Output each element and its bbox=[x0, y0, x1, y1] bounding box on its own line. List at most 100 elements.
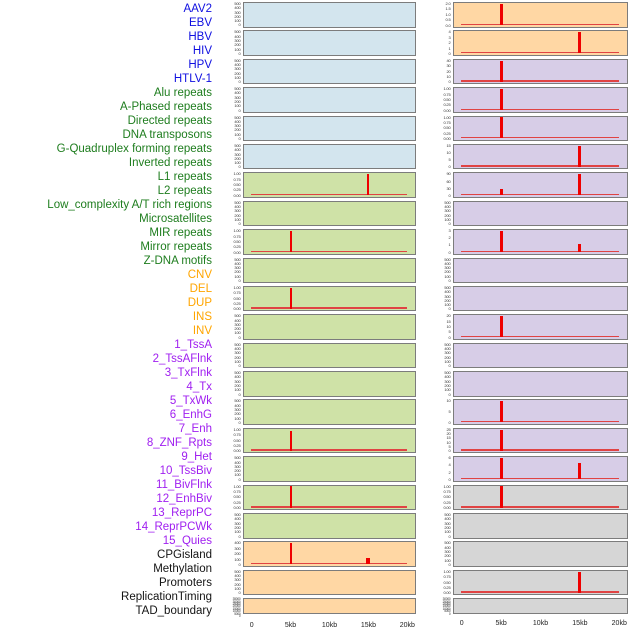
profile-panel-12-enhbiv bbox=[453, 371, 628, 397]
y-axis-ticks: 400 300 200 100 0 bbox=[212, 541, 243, 567]
y-axis-ticks: 500 400 300 200 100 0 bbox=[212, 314, 243, 340]
panel-row-ins: 2.0 1.5 1.0 0.5 0.0 bbox=[422, 2, 628, 28]
y-tick-label: 0.50 bbox=[443, 96, 451, 102]
panel-row-8-znf-rpts: 500 400 300 200 100 0 bbox=[422, 257, 628, 284]
y-tick-label: 90 bbox=[446, 171, 451, 177]
x-tick-label: 10kb bbox=[532, 619, 549, 627]
y-axis-ticks: 500 400 300 200 100 0 bbox=[212, 115, 243, 142]
y-tick-label: 0 bbox=[448, 391, 451, 397]
y-tick-label: 0 bbox=[448, 476, 451, 482]
y-axis-ticks: 500 400 300 200 100 0 bbox=[422, 200, 453, 227]
y-tick-label: 0 bbox=[448, 611, 451, 616]
y-axis-ticks: 500 400 300 200 100 0 bbox=[212, 456, 243, 482]
profile-panel-4-tx bbox=[453, 143, 628, 170]
y-tick-label: 500 bbox=[444, 341, 451, 347]
panel-row-z-dna-motifs: 500 400 300 200 100 0 bbox=[212, 513, 416, 539]
feature-label-13-reprpc: 13_ReprPC bbox=[151, 507, 212, 520]
y-tick-label: 100 bbox=[444, 216, 451, 222]
panel-row-tad-boundary: 30000 25000 20000 15000 10000 5000 0 bbox=[422, 597, 628, 616]
y-tick-label: 2 bbox=[448, 40, 451, 46]
y-tick-label: 25 bbox=[446, 426, 451, 432]
y-tick-label: 0 bbox=[448, 561, 451, 567]
profile-panel-del bbox=[243, 569, 416, 596]
y-axis-ticks: 1.00 0.75 0.50 0.25 0.00 bbox=[422, 484, 453, 511]
profile-panel-alu-repeats bbox=[243, 172, 416, 198]
panel-row-4-tx: 15 10 5 0 bbox=[422, 143, 628, 170]
profile-panel-z-dna-motifs bbox=[243, 513, 416, 539]
y-tick-label: 0.75 bbox=[443, 574, 451, 580]
signal-spike bbox=[289, 543, 293, 565]
panel-row-mir-repeats: 500 400 300 200 100 0 bbox=[212, 456, 416, 482]
y-axis-ticks: 500 400 300 200 100 0 bbox=[212, 399, 243, 425]
y-tick-label: 4 bbox=[448, 29, 451, 35]
feature-label-methylation: Methylation bbox=[153, 563, 212, 576]
signal-spike bbox=[500, 316, 503, 338]
panel-row-9-het: 500 400 300 200 100 0 bbox=[422, 285, 628, 312]
feature-label-8-znf-rpts: 8_ZNF_Rpts bbox=[146, 436, 212, 449]
y-tick-label: 1.00 bbox=[233, 171, 241, 177]
y-tick-label: 0 bbox=[238, 164, 241, 170]
panel-row-1-tssa: 40 30 20 10 0 bbox=[422, 57, 628, 85]
feature-label-dna-transposons: DNA transposons bbox=[122, 128, 213, 141]
feature-label-a-phased-repeats: A-Phased repeats bbox=[119, 100, 212, 113]
y-tick-label: 0.50 bbox=[443, 494, 451, 500]
y-tick-label: 0 bbox=[448, 363, 451, 369]
y-axis-ticks: 500 400 300 200 100 0 bbox=[212, 257, 243, 284]
y-axis-ticks: 25 20 15 10 5 0 bbox=[422, 426, 453, 454]
signal-spike bbox=[289, 287, 293, 309]
panel-row-l1-repeats: 500 400 300 200 100 0 bbox=[212, 342, 416, 369]
feature-label-dup: DUP bbox=[187, 296, 212, 309]
y-tick-label: 0.25 bbox=[233, 442, 241, 448]
x-tick-label: 10kb bbox=[321, 622, 338, 630]
signal-baseline bbox=[460, 137, 620, 139]
y-tick-label: 1.00 bbox=[233, 228, 241, 234]
y-tick-label: 0 bbox=[238, 614, 241, 619]
panel-row-htlv-1: 500 400 300 200 100 0 bbox=[212, 142, 416, 170]
y-tick-label: 2.0 bbox=[445, 1, 451, 6]
y-tick-label: 20 bbox=[446, 313, 451, 319]
y-tick-label: 0.75 bbox=[233, 432, 241, 438]
y-tick-label: 0.50 bbox=[233, 238, 241, 244]
y-tick-label: 200 bbox=[234, 127, 241, 133]
y-tick-label: 40 bbox=[446, 57, 451, 63]
y-axis-ticks: 20 15 10 5 0 bbox=[422, 314, 453, 340]
y-tick-label: 200 bbox=[234, 411, 241, 417]
x-tick-label: 15kb bbox=[572, 619, 588, 627]
y-tick-label: 0.00 bbox=[443, 107, 451, 113]
y-tick-label: 1.00 bbox=[443, 86, 451, 92]
y-tick-label: 20 bbox=[446, 68, 451, 74]
y-tick-label: 5 bbox=[448, 409, 451, 415]
panel-row-directed-repeats: 1.00 0.75 0.50 0.25 0.00 bbox=[212, 229, 416, 255]
y-tick-label: 300 bbox=[234, 123, 241, 129]
y-tick-label: 1.00 bbox=[443, 114, 451, 120]
y-tick-label: 5 bbox=[448, 444, 451, 450]
y-tick-label: 500 bbox=[234, 1, 241, 6]
x-tick-label: 0 bbox=[249, 622, 254, 630]
y-tick-label: 400 bbox=[444, 260, 451, 266]
y-tick-label: 25000 bbox=[442, 599, 451, 604]
y-tick-label: 200 bbox=[234, 13, 241, 19]
profile-panel-7-enh bbox=[453, 229, 628, 255]
x-tick-label: 20kb bbox=[399, 622, 415, 630]
y-tick-label: 500 bbox=[234, 142, 241, 148]
feature-label-z-dna-motifs: Z-DNA motifs bbox=[143, 254, 212, 267]
panel-row-hpv: 500 400 300 200 100 0 bbox=[212, 115, 416, 142]
profile-panel-replicationtiming bbox=[453, 569, 628, 596]
y-tick-label: 10000 bbox=[442, 606, 451, 611]
feature-label-hiv: HIV bbox=[192, 44, 212, 57]
signal-baseline bbox=[460, 193, 620, 196]
y-tick-label: 300 bbox=[234, 350, 241, 356]
y-tick-label: 500 bbox=[234, 29, 241, 35]
profile-panel-inverted-repeats bbox=[243, 314, 416, 340]
feature-label-4-tx: 4_Tx bbox=[186, 380, 212, 393]
y-tick-label: 400 bbox=[234, 540, 241, 546]
signal-baseline bbox=[250, 307, 408, 309]
signal-spike bbox=[366, 174, 370, 196]
feature-label-g-quadruplex-forming-repeats: G-Quadruplex forming repeats bbox=[56, 142, 212, 155]
y-tick-label: 0.00 bbox=[233, 249, 241, 255]
y-tick-label: 0.00 bbox=[233, 192, 241, 198]
y-tick-label: 100 bbox=[234, 529, 241, 535]
y-tick-label: 2 bbox=[448, 235, 451, 241]
